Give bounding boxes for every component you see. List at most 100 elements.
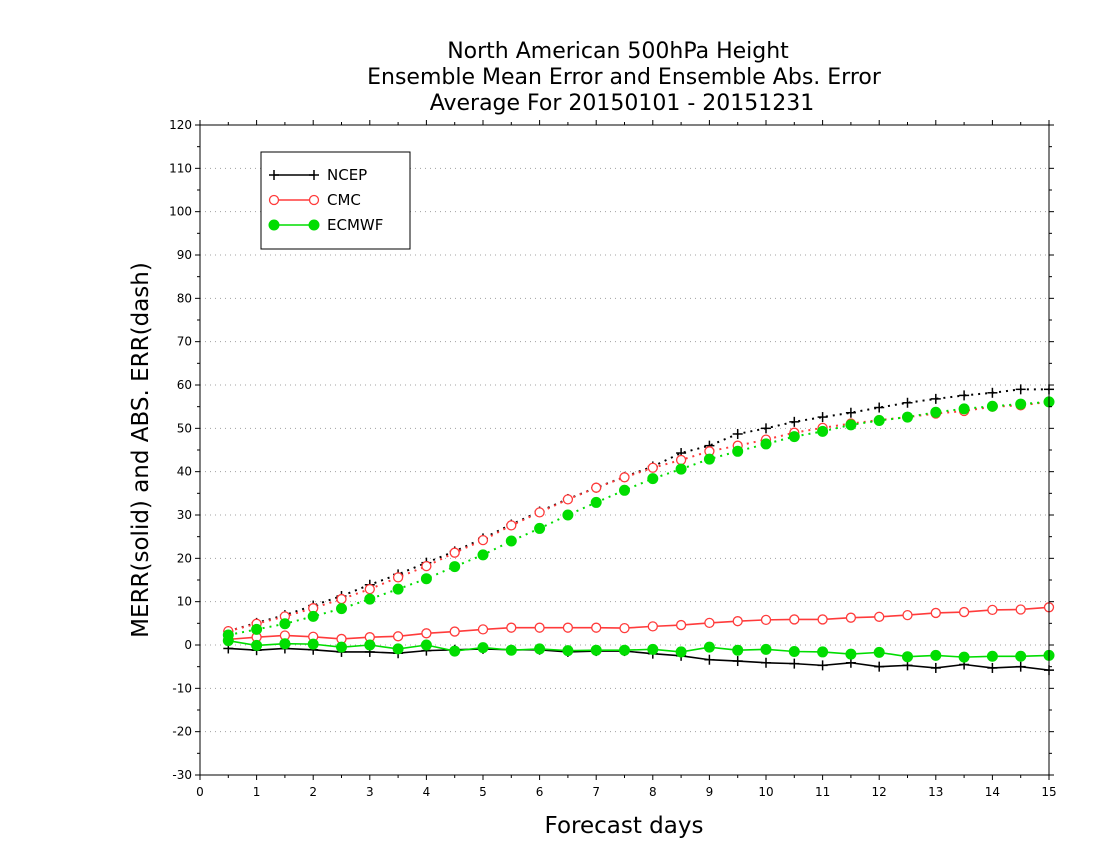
ecmwf-merr-point — [534, 643, 546, 655]
ecmwf-merr-point — [251, 639, 263, 651]
ecmwf-merr-point — [562, 645, 574, 657]
ecmwf-abs-err-point — [251, 623, 263, 635]
ecmwf-abs-err-point — [477, 549, 489, 561]
cmc-abs-err-point — [477, 534, 489, 546]
ecmwf-abs-err-point — [958, 403, 970, 415]
cmc-merr-line — [228, 606, 1050, 641]
cmc-merr-point — [845, 612, 857, 623]
ncep-merr-point — [761, 657, 771, 668]
cmc-merr-point — [534, 622, 545, 633]
ecmwf-abs-err-point — [817, 425, 829, 437]
ecmwf-abs-err-point — [307, 610, 319, 622]
cmc-merr-point — [421, 628, 432, 639]
legend-label-ncep: NCEP — [327, 166, 367, 184]
x-tick-label: 3 — [366, 785, 374, 799]
x-tick-label: 8 — [649, 785, 657, 799]
ecmwf-merr-point — [222, 635, 234, 647]
cmc-merr-point — [760, 614, 772, 626]
y-tick-label: 70 — [177, 335, 192, 349]
y-tick-label: 40 — [177, 465, 192, 479]
ecmwf-abs-err-point — [392, 583, 404, 595]
cmc-merr-point — [591, 622, 602, 633]
ncep-abs-err-point — [987, 387, 998, 398]
ncep-abs-err-point — [732, 428, 743, 439]
ecmwf-abs-err-point — [675, 463, 687, 475]
ecmwf-abs-err-point — [732, 445, 744, 457]
ncep-merr-point — [817, 660, 828, 671]
x-tick-label: 10 — [758, 785, 773, 799]
y-tick-label: 20 — [177, 551, 192, 565]
y-tick-label: -30 — [172, 768, 192, 782]
series-group — [222, 384, 1055, 676]
ecmwf-merr-point — [449, 645, 461, 657]
legend-marker-ecmwf — [308, 219, 320, 231]
ncep-abs-err-point — [930, 393, 941, 404]
cmc-merr-point — [987, 604, 998, 616]
ecmwf-merr-point — [392, 643, 404, 655]
ecmwf-abs-err-line — [228, 400, 1050, 637]
x-axis: 0 1 2 3 4 5 6 7 8 9 10 11 12 13 14 15 — [196, 120, 1057, 799]
ecmwf-merr-line — [228, 639, 1050, 658]
ecmwf-merr-point — [364, 639, 376, 651]
cmc-merr-point — [477, 624, 489, 635]
ncep-merr-point — [732, 656, 743, 667]
cmc-merr-point — [789, 614, 800, 625]
ecmwf-merr-point — [930, 649, 942, 661]
x-tick-label: 5 — [479, 785, 487, 799]
ecmwf-merr-point — [902, 651, 913, 663]
x-tick-label: 13 — [928, 785, 943, 799]
y-tick-label: 120 — [169, 118, 192, 132]
cmc-abs-err-point — [591, 482, 602, 493]
ecmwf-merr-point — [647, 643, 659, 655]
y-tick-label: -20 — [172, 725, 192, 739]
ecmwf-abs-err-point — [647, 473, 659, 485]
ecmwf-merr-point — [873, 646, 885, 658]
cmc-merr-point — [930, 607, 941, 619]
ecmwf-merr-point — [477, 642, 489, 654]
cmc-abs-err-point — [336, 593, 347, 605]
ecmwf-merr-point — [958, 651, 970, 663]
ncep-merr-point — [704, 654, 715, 665]
legend-label-cmc: CMC — [327, 191, 361, 209]
ecmwf-abs-err-point — [420, 573, 432, 585]
ncep-abs-err-point — [959, 390, 970, 401]
ecmwf-merr-point — [703, 641, 715, 653]
y-tick-label: 50 — [177, 421, 192, 435]
ecmwf-merr-point — [1015, 650, 1027, 662]
ecmwf-abs-err-point — [788, 431, 800, 443]
ecmwf-merr-point — [505, 644, 517, 656]
legend-marker-ecmwf — [268, 219, 280, 231]
ncep-merr-point — [930, 662, 941, 673]
x-tick-label: 4 — [423, 785, 431, 799]
legend-marker-cmc — [308, 194, 320, 206]
x-tick-label: 9 — [706, 785, 714, 799]
cmc-abs-err-point — [619, 472, 630, 483]
y-tick-label: 90 — [177, 248, 192, 262]
ecmwf-abs-err-point — [845, 419, 857, 431]
x-tick-label: 0 — [196, 785, 204, 799]
ecmwf-abs-err-point — [1015, 398, 1027, 410]
ecmwf-merr-point — [760, 643, 772, 655]
y-tick-label: 80 — [177, 291, 192, 305]
ecmwf-abs-err-point — [930, 406, 942, 418]
ncep-abs-err-point — [845, 407, 856, 418]
ncep-merr-point — [1015, 661, 1026, 672]
ecmwf-abs-err-point — [336, 603, 347, 615]
cmc-abs-err-point — [449, 547, 460, 558]
cmc-merr-point — [562, 622, 574, 633]
cmc-merr-point — [817, 614, 828, 625]
ecmwf-abs-err-point — [364, 593, 376, 605]
ncep-abs-err-point — [1015, 384, 1026, 395]
x-tick-label: 12 — [872, 785, 887, 799]
ecmwf-abs-err-point — [279, 618, 291, 630]
cmc-abs-err-point — [675, 454, 687, 466]
ecmwf-merr-point — [619, 644, 630, 656]
cmc-merr-point — [902, 609, 913, 621]
cmc-abs-err-line — [228, 400, 1050, 633]
title-line-3: Average For 20150101 - 20151231 — [430, 91, 815, 116]
ecmwf-merr-point — [420, 639, 432, 651]
ncep-abs-err-point — [902, 397, 913, 408]
cmc-merr-point — [732, 616, 743, 627]
